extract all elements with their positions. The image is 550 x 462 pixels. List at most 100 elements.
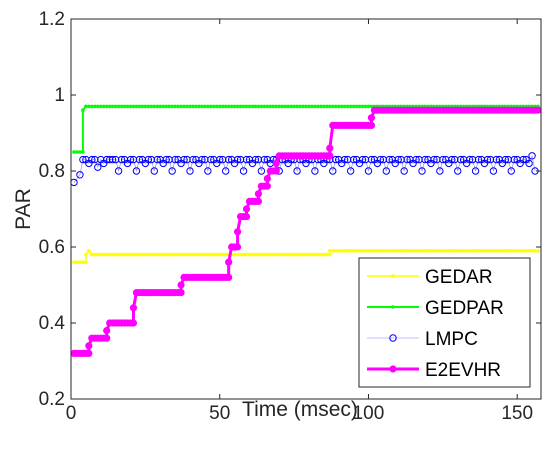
data-point <box>241 252 246 257</box>
data-point <box>152 252 157 257</box>
data-point <box>232 104 237 109</box>
data-point <box>316 104 320 109</box>
data-point <box>253 104 258 109</box>
data-point <box>325 104 329 109</box>
data-point <box>360 249 365 253</box>
data-point <box>226 104 231 109</box>
data-point <box>473 249 478 253</box>
data-point <box>122 104 127 109</box>
data-point <box>339 104 344 109</box>
data-point <box>217 252 222 257</box>
data-point <box>400 167 408 175</box>
data-point <box>333 104 338 109</box>
data-point <box>207 155 215 164</box>
data-point <box>242 205 251 213</box>
data-point <box>327 104 332 109</box>
data-point <box>366 104 371 109</box>
data-point <box>94 163 102 171</box>
legend-label: GEDAR <box>425 267 493 288</box>
data-point <box>238 252 243 257</box>
data-point <box>507 167 515 175</box>
data-point <box>414 249 418 253</box>
data-point <box>233 155 242 164</box>
data-point <box>116 252 121 257</box>
data-point <box>128 104 133 109</box>
data-point <box>446 249 451 253</box>
data-point <box>470 249 475 253</box>
data-point <box>155 252 160 257</box>
data-point <box>176 252 180 257</box>
data-point <box>98 104 103 109</box>
data-point <box>223 252 228 257</box>
data-point <box>104 252 109 257</box>
data-point <box>327 252 332 257</box>
data-point <box>128 252 133 257</box>
data-point <box>271 252 276 257</box>
data-point <box>92 252 97 257</box>
axes-layer: 0.2 0.4 0.6 0.8 1 1.2 0 50 100 150 <box>39 9 542 424</box>
data-point <box>491 249 496 253</box>
data-point <box>101 104 106 109</box>
data-point <box>357 104 362 109</box>
data-point <box>173 252 177 257</box>
data-point <box>506 249 511 253</box>
data-point <box>131 252 136 257</box>
data-point <box>265 104 270 109</box>
legend: GEDAR GEDPAR LMPC E2EVHR <box>358 257 531 388</box>
data-point <box>72 260 76 265</box>
data-point <box>87 104 91 109</box>
data-point <box>244 104 249 109</box>
data-point <box>518 249 522 253</box>
data-point <box>319 104 323 109</box>
data-point <box>301 252 305 257</box>
data-point <box>326 152 334 160</box>
data-point <box>180 155 188 164</box>
data-point <box>310 104 314 109</box>
legend-entry-gedpar: GEDPAR <box>367 298 504 319</box>
data-point <box>182 104 186 109</box>
data-point <box>286 104 290 109</box>
data-point <box>146 252 151 257</box>
data-point <box>211 252 216 257</box>
data-point <box>214 252 219 257</box>
data-point <box>533 249 537 253</box>
data-point <box>310 252 314 257</box>
data-point <box>280 104 285 109</box>
data-point <box>233 228 242 236</box>
data-point <box>357 249 362 253</box>
data-point <box>221 167 230 175</box>
data-point <box>286 252 290 257</box>
data-point <box>108 155 117 164</box>
data-point <box>274 252 279 257</box>
data-point <box>298 252 302 257</box>
data-point <box>277 104 282 109</box>
data-point <box>262 104 267 109</box>
data-point <box>143 252 148 257</box>
data-point <box>346 167 355 175</box>
data-point <box>322 252 326 257</box>
data-point <box>322 104 326 109</box>
data-point <box>263 175 271 183</box>
data-point <box>389 365 397 373</box>
data-point <box>225 258 233 266</box>
data-point <box>92 104 97 109</box>
data-point <box>464 249 469 253</box>
data-point <box>200 104 204 109</box>
data-point <box>177 281 185 289</box>
data-point <box>262 252 267 257</box>
data-point <box>421 155 429 164</box>
data-point <box>394 155 402 164</box>
data-point <box>436 167 444 175</box>
data-point <box>474 155 483 164</box>
data-point <box>81 150 85 154</box>
data-point <box>271 104 276 109</box>
data-point <box>326 144 334 152</box>
data-point <box>179 104 183 109</box>
data-point <box>164 252 168 257</box>
data-point <box>132 167 141 175</box>
data-point <box>536 249 540 253</box>
data-point <box>482 249 487 253</box>
data-point <box>224 155 233 164</box>
data-point <box>329 167 337 175</box>
